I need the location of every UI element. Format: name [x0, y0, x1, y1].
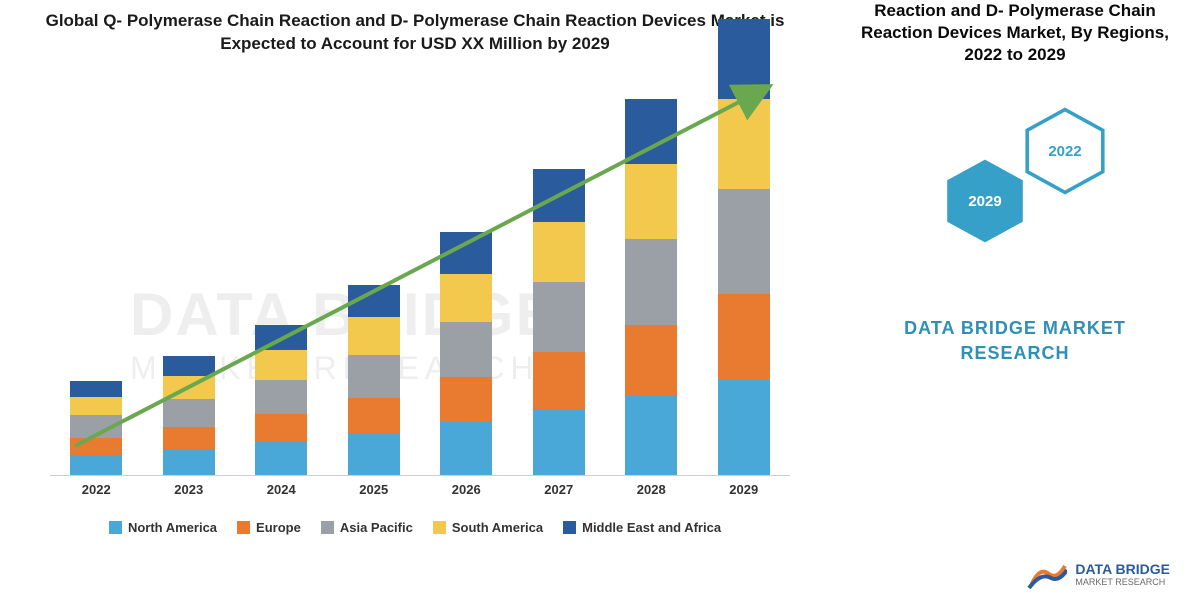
seg-2024-north-america: [255, 442, 307, 475]
xlabel-2026: 2026: [426, 482, 507, 506]
bar-2029: [703, 19, 784, 475]
seg-2026-south-america: [440, 274, 492, 322]
seg-2028-middle-east-and-africa: [625, 99, 677, 164]
logo-icon: [1027, 560, 1067, 590]
xlabel-2025: 2025: [333, 482, 414, 506]
seg-2028-south-america: [625, 164, 677, 239]
seg-2022-north-america: [70, 455, 122, 475]
side-panel: Reaction and D- Polymerase Chain Reactio…: [830, 0, 1200, 600]
brand-line1: DATA BRIDGE MARKET: [830, 316, 1200, 340]
legend-asia-pacific: Asia Pacific: [321, 520, 413, 535]
seg-2025-europe: [348, 398, 400, 433]
seg-2028-asia-pacific: [625, 239, 677, 325]
legend-north-america: North America: [109, 520, 217, 535]
xlabel-2029: 2029: [703, 482, 784, 506]
bar-2023: [148, 356, 229, 475]
xlabel-2027: 2027: [518, 482, 599, 506]
legend-swatch: [237, 521, 250, 534]
bar-2022: [56, 381, 137, 475]
seg-2022-europe: [70, 438, 122, 455]
main-panel: Global Q- Polymerase Chain Reaction and …: [20, 10, 810, 590]
seg-2028-north-america: [625, 395, 677, 475]
seg-2028-europe: [625, 325, 677, 395]
seg-2027-south-america: [533, 222, 585, 282]
seg-2025-middle-east-and-africa: [348, 285, 400, 317]
seg-2026-europe: [440, 377, 492, 422]
legend-middle-east-and-africa: Middle East and Africa: [563, 520, 721, 535]
legend-label: Asia Pacific: [340, 520, 413, 535]
seg-2024-asia-pacific: [255, 380, 307, 414]
legend-label: South America: [452, 520, 543, 535]
stacked-bar-chart: 2022 2023 2024 2025 2026 2027 2028 2029: [40, 76, 800, 506]
seg-2025-north-america: [348, 433, 400, 475]
hex-2029: 2029: [940, 156, 1030, 246]
seg-2029-middle-east-and-africa: [718, 19, 770, 99]
legend-label: North America: [128, 520, 217, 535]
bar-2024: [241, 325, 322, 475]
hex-badges: 2022 2029: [830, 86, 1200, 286]
legend-swatch: [433, 521, 446, 534]
seg-2022-asia-pacific: [70, 415, 122, 438]
footer-logo: DATA BRIDGE MARKET RESEARCH: [1027, 560, 1170, 590]
seg-2024-middle-east-and-africa: [255, 325, 307, 350]
bar-2028: [611, 99, 692, 475]
bar-2026: [426, 232, 507, 475]
seg-2025-asia-pacific: [348, 355, 400, 398]
xlabel-2024: 2024: [241, 482, 322, 506]
brand-text: DATA BRIDGE MARKET RESEARCH: [830, 316, 1200, 365]
seg-2023-asia-pacific: [163, 399, 215, 427]
legend-label: Europe: [256, 520, 301, 535]
seg-2023-north-america: [163, 449, 215, 475]
xlabel-2028: 2028: [611, 482, 692, 506]
seg-2027-europe: [533, 352, 585, 409]
brand-line2: RESEARCH: [830, 341, 1200, 365]
seg-2029-asia-pacific: [718, 189, 770, 294]
seg-2026-asia-pacific: [440, 322, 492, 377]
seg-2027-north-america: [533, 409, 585, 475]
seg-2029-europe: [718, 294, 770, 379]
seg-2023-middle-east-and-africa: [163, 356, 215, 376]
legend-label: Middle East and Africa: [582, 520, 721, 535]
bar-2027: [518, 169, 599, 475]
xlabel-2023: 2023: [148, 482, 229, 506]
x-axis-labels: 2022 2023 2024 2025 2026 2027 2028 2029: [50, 482, 790, 506]
seg-2026-middle-east-and-africa: [440, 232, 492, 274]
hex-2022: 2022: [1020, 106, 1110, 196]
seg-2024-europe: [255, 414, 307, 442]
legend-swatch: [563, 521, 576, 534]
logo-text: DATA BRIDGE MARKET RESEARCH: [1075, 562, 1170, 587]
seg-2029-north-america: [718, 379, 770, 475]
chart-legend: North America Europe Asia Pacific South Ame…: [20, 520, 810, 535]
seg-2029-south-america: [718, 99, 770, 189]
seg-2022-south-america: [70, 397, 122, 415]
legend-south-america: South America: [433, 520, 543, 535]
seg-2027-middle-east-and-africa: [533, 169, 585, 222]
legend-swatch: [109, 521, 122, 534]
chart-title: Global Q- Polymerase Chain Reaction and …: [20, 10, 810, 66]
seg-2023-europe: [163, 427, 215, 449]
seg-2027-asia-pacific: [533, 282, 585, 352]
seg-2022-middle-east-and-africa: [70, 381, 122, 397]
seg-2026-north-america: [440, 422, 492, 475]
side-title: Reaction and D- Polymerase Chain Reactio…: [830, 0, 1200, 66]
seg-2023-south-america: [163, 376, 215, 399]
bar-2025: [333, 285, 414, 475]
seg-2025-south-america: [348, 317, 400, 355]
legend-europe: Europe: [237, 520, 301, 535]
legend-swatch: [321, 521, 334, 534]
seg-2024-south-america: [255, 350, 307, 380]
xlabel-2022: 2022: [56, 482, 137, 506]
